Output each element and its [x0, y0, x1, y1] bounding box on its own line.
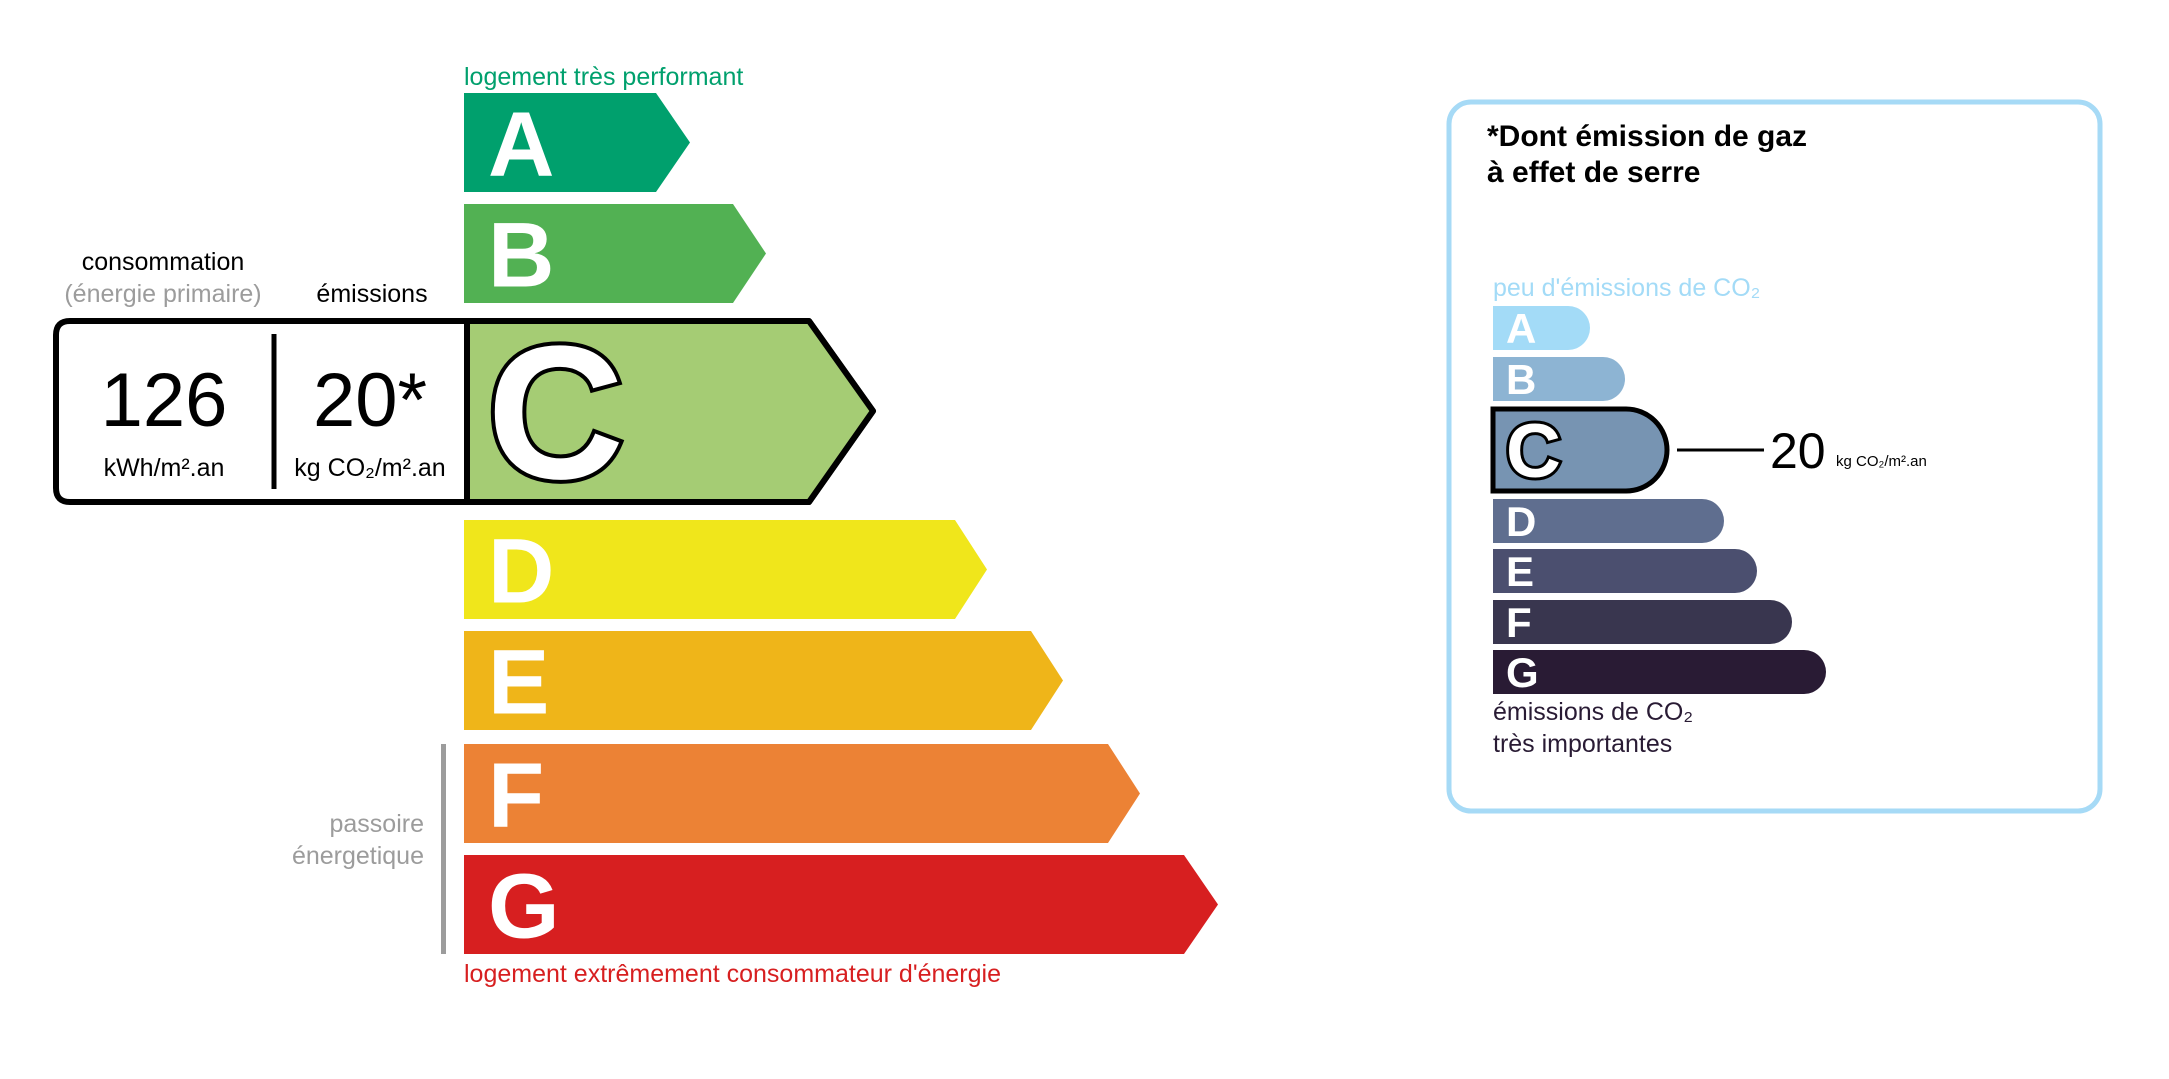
ges-class-bar	[1493, 306, 1590, 350]
ges-class-bar	[1493, 357, 1625, 401]
ges-class-letter: C	[1506, 409, 1561, 494]
ges-class-bar	[1493, 600, 1792, 644]
emissions-header: émissions	[316, 280, 427, 308]
passoire-label-line1: passoire	[330, 810, 425, 838]
ges-class-bar	[1493, 549, 1757, 593]
ges-class-d: D	[1493, 498, 1724, 545]
passoire-label-line2: énergetique	[292, 842, 424, 870]
ges-class-letter: G	[1506, 649, 1539, 696]
energy-class-d: D	[464, 520, 987, 623]
current-class-box: C 126 kWh/m².an 20* kg CO₂/m².an	[53, 303, 876, 523]
ges-class-letter: B	[1506, 356, 1536, 403]
ges-class-bar	[1490, 406, 1670, 494]
ges-title-line2: à effet de serre	[1487, 156, 1700, 189]
consumption-unit: kWh/m².an	[104, 454, 225, 482]
ges-class-c: C	[1490, 406, 1670, 497]
class-letter: E	[488, 632, 549, 734]
energy-class-f: F	[464, 744, 1140, 847]
ges-value: 20	[1770, 423, 1826, 479]
ges-class-letter: E	[1506, 548, 1534, 595]
top-caption: logement très performant	[464, 63, 743, 91]
ges-class-f: F	[1493, 599, 1792, 646]
ges-class-letter: A	[1506, 305, 1536, 352]
emissions-value: 20*	[313, 358, 427, 443]
ges-class-bar	[1493, 499, 1724, 543]
emissions-unit: kg CO₂/m².an	[294, 454, 445, 482]
ges-class-b: B	[1493, 356, 1625, 403]
current-class-arrow	[464, 318, 876, 505]
class-arrow	[464, 204, 766, 303]
consumption-subheader: (énergie primaire)	[64, 280, 261, 308]
ges-top-caption: peu d'émissions de CO₂	[1493, 274, 1760, 302]
ges-class-letter: D	[1506, 498, 1536, 545]
passoire-bracket	[441, 744, 446, 954]
ges-title-line1: *Dont émission de gaz	[1487, 120, 1807, 153]
ges-class-e: E	[1493, 548, 1757, 595]
ges-class-letter: F	[1506, 599, 1532, 646]
ges-bottom-caption-line1: émissions de CO₂	[1493, 698, 1693, 726]
class-letter: B	[488, 205, 554, 307]
energy-class-e: E	[464, 631, 1063, 734]
bottom-caption: logement extrêmement consommateur d'éner…	[464, 960, 1001, 988]
class-letter: G	[488, 856, 560, 958]
consumption-header: consommation	[82, 248, 245, 276]
ges-class-a: A	[1493, 305, 1590, 352]
energy-class-b: B	[464, 204, 766, 307]
class-arrow	[464, 855, 1218, 954]
ges-unit: kg CO₂/m².an	[1836, 453, 1927, 470]
class-letter: D	[488, 521, 554, 623]
class-arrow	[464, 631, 1063, 730]
consumption-value: 126	[101, 358, 228, 443]
class-letter: F	[488, 745, 544, 847]
class-arrow	[464, 744, 1140, 843]
ges-bottom-caption-line2: très importantes	[1493, 730, 1672, 758]
ges-panel: *Dont émission de gaz à effet de serre p…	[1446, 99, 2103, 814]
energy-class-g: G	[464, 855, 1218, 958]
energy-class-a: A	[464, 93, 690, 196]
ges-class-g: G	[1493, 649, 1826, 696]
current-class-letter: C	[487, 307, 624, 519]
class-arrow	[464, 93, 690, 192]
class-letter: A	[488, 94, 554, 196]
class-arrow	[464, 520, 987, 619]
ges-class-bar	[1493, 650, 1826, 694]
